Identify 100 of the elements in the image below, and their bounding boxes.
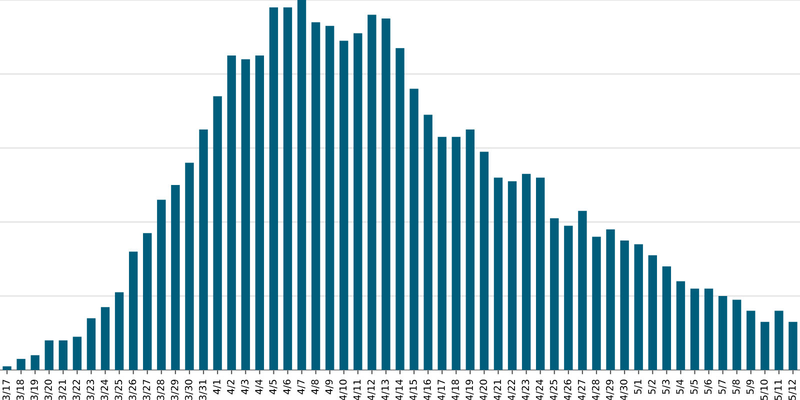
bar [662,266,672,370]
x-tick-label: 4/8 [311,380,320,394]
bar [325,26,334,370]
bar [44,340,54,370]
x-tick-label: 4/4 [255,380,264,394]
bar [16,358,26,370]
bar [30,355,40,370]
x-tick-label: 5/4 [676,380,684,394]
bar [508,181,517,370]
bar [606,229,615,370]
x-tick-label: 4/30 [620,380,628,400]
bar [128,252,138,370]
bar [58,340,68,370]
x-tick-label: 4/2 [227,380,236,394]
x-tick-label: 3/19 [30,380,39,400]
bar [466,130,475,370]
x-tick-label: 4/10 [339,380,348,400]
bar [2,366,12,370]
bar [241,59,250,370]
bar [704,288,714,370]
x-tick-label: 4/5 [269,380,278,394]
x-tick-label: 4/24 [536,380,544,400]
bar [522,174,531,370]
x-tick-label: 4/1 [213,380,222,394]
x-tick-label: 5/12 [788,380,797,400]
x-tick-label: 3/18 [16,380,25,400]
x-tick-label: 3/21 [58,380,67,400]
x-tick-label: 5/3 [662,380,670,394]
bar [311,22,320,370]
bar [718,296,728,370]
bar [774,310,784,370]
bar [760,322,770,370]
x-tick-label: 3/25 [114,380,123,400]
bar [213,96,222,370]
x-tick-label: 5/1 [634,380,642,394]
x-tick-label: 4/22 [508,380,516,400]
x-tick-label: 3/30 [184,380,194,400]
bar [578,210,587,370]
bar [157,200,166,370]
x-tick-label: 4/29 [606,380,614,400]
bar [100,307,110,370]
x-tick-label: 3/27 [142,380,151,400]
bar [255,56,264,370]
x-tick-label: 3/31 [198,380,208,400]
bar [452,136,460,370]
bar [648,255,657,370]
bar [171,185,180,370]
x-tick-label: 4/16 [424,380,432,400]
bar [732,300,742,370]
bar [438,136,446,370]
x-tick-label: 4/11 [353,380,362,400]
bar [564,226,573,370]
bar [143,233,152,370]
bar [269,7,278,370]
x-tick-label: 4/19 [466,380,474,400]
bar [396,48,404,370]
bar [536,178,545,370]
bar [494,178,503,370]
x-tick-label: 5/10 [760,380,768,400]
x-tick-label: 4/13 [381,380,390,400]
x-tick-label: 4/20 [480,380,488,400]
bar [634,244,643,370]
x-tick-label: 5/5 [690,380,698,394]
x-tick-label: 3/26 [128,380,137,400]
bar [480,152,489,370]
bar [72,336,82,370]
bar [340,40,348,370]
x-tick-label: 5/9 [746,380,754,394]
bar [620,240,629,370]
x-tick-label: 4/14 [396,380,404,400]
x-tick-label: 4/23 [522,380,530,400]
bar [424,114,432,370]
bar [354,33,362,370]
bar [550,218,559,370]
x-tick-label: 4/28 [592,380,600,400]
bar [199,130,208,370]
bar [690,288,700,370]
x-tick-label: 3/17 [2,380,11,400]
x-tick-label: 5/6 [704,380,712,394]
x-tick-label: 3/23 [86,380,95,400]
x-tick-label: 4/17 [438,380,446,400]
bar [86,318,96,370]
x-tick-label: 4/15 [410,380,418,400]
x-tick-label: 4/18 [452,380,460,400]
x-tick-label: 4/3 [241,380,250,394]
x-tick-label: 4/21 [494,380,502,400]
x-tick-label: 4/9 [325,380,334,394]
bar [297,0,306,370]
bar [227,56,236,370]
x-tick-label: 4/12 [367,380,376,400]
x-tick-label: 5/2 [648,380,656,394]
x-tick-label: 5/11 [774,380,783,400]
x-tick-label: 5/7 [718,380,726,394]
x-tick-label: 3/29 [170,380,180,400]
bar [676,281,686,370]
bar [382,18,390,370]
x-tick-label: 3/24 [100,380,109,400]
x-tick-label: 5/8 [732,380,740,394]
bar [592,236,601,370]
x-tick-label: 4/25 [550,380,558,400]
